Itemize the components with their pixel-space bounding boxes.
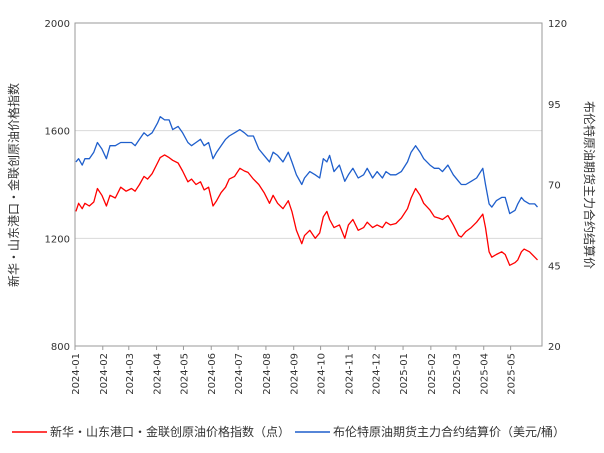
plot-area-frame <box>74 22 543 347</box>
legend: 新华・山东港口・金联创原油价格指数（点） 布伦特原油期货主力合约结算价（美元/桶… <box>12 424 565 439</box>
x-tick-label: 2024-10 <box>317 353 328 395</box>
legend-label-brent: 布伦特原油期货主力合约结算价（美元/桶） <box>333 424 565 439</box>
right-tick-label: 20 <box>548 342 561 353</box>
x-tick-label: 2024-07 <box>234 353 245 395</box>
series-lines <box>75 116 538 266</box>
left-axis-title: 新华・山东港口・金联创原油价格指数 <box>6 83 21 287</box>
series-line-index <box>75 154 538 266</box>
x-tick-label: 2025-03 <box>452 353 463 395</box>
x-tick-label: 2025-01 <box>399 353 410 395</box>
right-tick-label: 120 <box>548 19 567 30</box>
x-tick-label: 2024-03 <box>125 353 136 395</box>
series-line-brent <box>75 116 538 215</box>
x-tick-label: 2025-05 <box>507 353 518 395</box>
x-axis-ticks: 2024-01 2024-02 2024-03 2024-04 2024-05 2024-… <box>71 346 518 395</box>
left-tick-label: 800 <box>51 342 70 353</box>
x-tick-label: 2024-08 <box>262 353 273 395</box>
x-tick-label: 2024-05 <box>179 353 190 395</box>
left-tick-label: 1200 <box>45 234 70 245</box>
x-tick-label: 2024-12 <box>371 353 382 395</box>
x-tick-label: 2024-02 <box>99 353 110 395</box>
right-axis-title: 布伦特原油期货主力合约结算价 <box>582 101 597 269</box>
x-tick-label: 2024-11 <box>344 353 355 395</box>
x-tick-label: 2025-02 <box>427 353 438 395</box>
x-tick-label: 2024-04 <box>153 353 164 395</box>
x-tick-label: 2024-09 <box>290 353 301 395</box>
left-tick-label: 2000 <box>45 19 70 30</box>
right-tick-label: 45 <box>548 261 561 272</box>
x-tick-label: 2024-01 <box>71 353 82 395</box>
legend-label-index: 新华・山东港口・金联创原油价格指数（点） <box>50 424 290 439</box>
right-tick-label: 70 <box>548 181 561 192</box>
right-tick-label: 95 <box>548 100 561 111</box>
x-tick-label: 2024-06 <box>207 353 218 395</box>
gridlines <box>75 22 542 347</box>
left-tick-label: 1600 <box>45 127 70 138</box>
right-axis-ticks: 20 45 70 95 120 <box>548 19 567 353</box>
left-axis-ticks: 800 1200 1600 2000 <box>45 19 70 353</box>
x-tick-label: 2025-04 <box>480 353 491 395</box>
